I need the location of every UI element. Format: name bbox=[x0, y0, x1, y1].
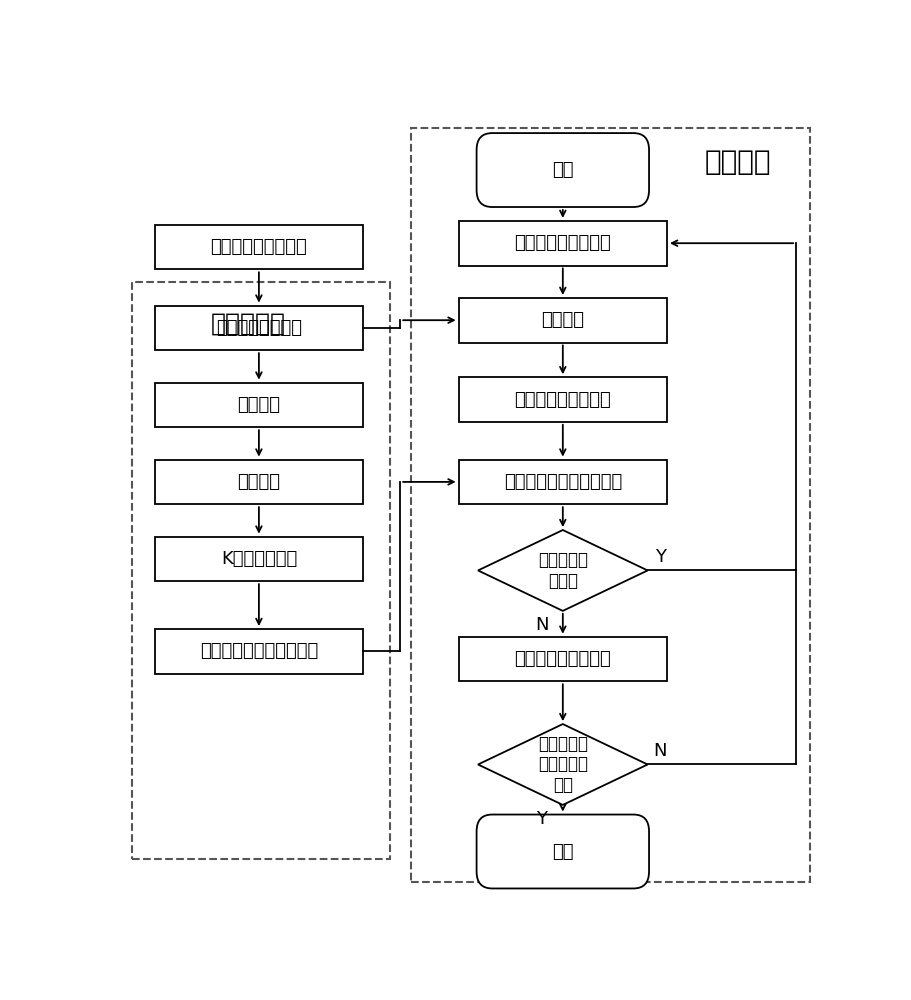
FancyBboxPatch shape bbox=[458, 637, 666, 681]
Text: Y: Y bbox=[654, 548, 665, 566]
Text: 读取待检测布匹图像: 读取待检测布匹图像 bbox=[514, 234, 610, 252]
FancyBboxPatch shape bbox=[155, 383, 363, 427]
Text: N: N bbox=[653, 742, 666, 760]
Text: 采集无缺陷布匹图像: 采集无缺陷布匹图像 bbox=[210, 238, 307, 256]
Text: 结束: 结束 bbox=[551, 842, 573, 860]
Text: 实时检测: 实时检测 bbox=[704, 148, 771, 176]
Text: 检测前处理: 检测前处理 bbox=[210, 312, 285, 336]
Text: 滤波降噪: 滤波降噪 bbox=[237, 473, 280, 491]
FancyBboxPatch shape bbox=[458, 377, 666, 422]
Text: 布料边缘检测与分割: 布料边缘检测与分割 bbox=[514, 391, 610, 409]
FancyBboxPatch shape bbox=[458, 298, 666, 343]
FancyBboxPatch shape bbox=[155, 629, 363, 674]
Polygon shape bbox=[477, 724, 647, 805]
FancyBboxPatch shape bbox=[155, 460, 363, 504]
Text: N: N bbox=[534, 616, 548, 634]
FancyBboxPatch shape bbox=[476, 815, 649, 888]
Text: 当前图像是
否为最后一
张？: 当前图像是 否为最后一 张？ bbox=[537, 735, 588, 794]
FancyBboxPatch shape bbox=[155, 225, 363, 269]
Text: Y: Y bbox=[536, 810, 547, 828]
FancyBboxPatch shape bbox=[458, 460, 666, 504]
Text: 亮度补偿: 亮度补偿 bbox=[541, 311, 584, 329]
FancyBboxPatch shape bbox=[155, 306, 363, 350]
Text: 开始: 开始 bbox=[551, 161, 573, 179]
Text: 是否在阈值
范围？: 是否在阈值 范围？ bbox=[537, 551, 588, 590]
Text: K均值聚类算法: K均值聚类算法 bbox=[220, 550, 297, 568]
FancyBboxPatch shape bbox=[476, 133, 649, 207]
FancyBboxPatch shape bbox=[458, 221, 666, 266]
Text: 计算聚类中心及相关参数: 计算聚类中心及相关参数 bbox=[200, 642, 318, 660]
Text: 亮度补偿: 亮度补偿 bbox=[237, 396, 280, 414]
Text: 计算平场校正矩阵: 计算平场校正矩阵 bbox=[216, 319, 302, 337]
Text: 疵点框选并保存图像: 疵点框选并保存图像 bbox=[514, 650, 610, 668]
FancyBboxPatch shape bbox=[155, 537, 363, 581]
Text: 计算到聚类中心的相似度: 计算到聚类中心的相似度 bbox=[503, 473, 621, 491]
Polygon shape bbox=[477, 530, 647, 611]
